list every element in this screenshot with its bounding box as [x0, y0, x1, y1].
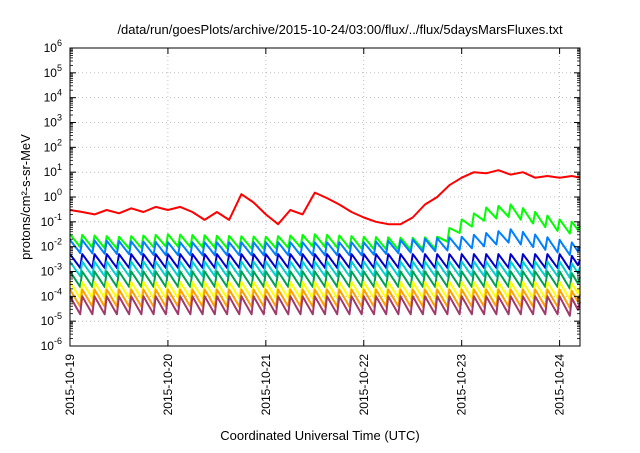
x-tick-label: 2015-10-22	[357, 354, 371, 416]
x-tick-label: 2015-10-24	[553, 354, 567, 416]
chart-title: /data/run/goesPlots/archive/2015-10-24/0…	[117, 22, 563, 37]
y-tick-label: 10-2	[41, 237, 62, 254]
series-line	[69, 169, 581, 226]
series-line	[69, 260, 581, 279]
x-tick-label: 2015-10-23	[455, 354, 469, 416]
y-tick-label: 101	[44, 162, 62, 179]
series-line	[69, 270, 581, 290]
x-axis-label: Coordinated Universal Time (UTC)	[220, 428, 419, 443]
x-tick-label: 2015-10-21	[259, 354, 273, 416]
x-tick-label: 2015-10-20	[161, 354, 175, 416]
series-group	[69, 169, 581, 317]
y-tick-label: 104	[44, 88, 62, 105]
series-line	[69, 228, 581, 257]
y-tick-label: 10-6	[41, 336, 62, 353]
y-tick-label: 10-3	[41, 262, 62, 279]
y-tick-label: 105	[44, 63, 62, 80]
y-tick-label: 102	[44, 137, 62, 154]
x-tick-label: 2015-10-19	[63, 354, 77, 416]
series-line	[69, 253, 581, 271]
y-tick-label: 100	[44, 187, 62, 204]
y-axis-label: protons/cm²-s-sr-MeV	[18, 134, 33, 260]
series-line	[69, 295, 581, 317]
y-tick-label: 10-4	[41, 286, 62, 303]
axis-ticks: 10-6 10-5 10-4 10-3 10-2 10-1 100 101 102 103 104 1…	[41, 38, 580, 415]
y-tick-label: 106	[44, 38, 62, 55]
y-tick-label: 103	[44, 113, 62, 130]
y-tick-label: 10-5	[41, 311, 62, 328]
y-tick-label: 10-1	[41, 212, 62, 229]
series-line	[69, 203, 581, 251]
